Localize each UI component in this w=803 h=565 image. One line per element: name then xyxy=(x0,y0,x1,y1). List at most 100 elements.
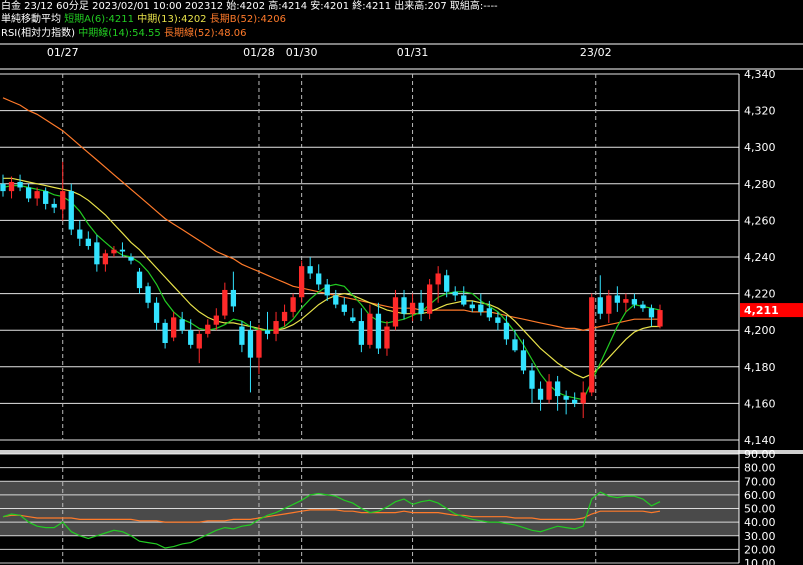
candle-body xyxy=(580,392,586,404)
candle-body xyxy=(623,299,629,303)
chart-header: 白金 23/12 60分足 2023/02/01 10:00 202312 始:… xyxy=(0,0,803,44)
candle-body xyxy=(563,396,569,400)
rsi-tick-label: 10.00 xyxy=(744,557,776,565)
candle-body xyxy=(171,317,177,338)
candle-body xyxy=(290,297,296,312)
price-tick-label: 4,140 xyxy=(744,434,776,447)
candle-body xyxy=(128,257,134,261)
rsi-tick-label: 40.00 xyxy=(744,516,776,529)
candle-body xyxy=(307,266,313,274)
date-tick-label: 01/30 xyxy=(286,46,318,59)
last-price-label: 4,211 xyxy=(744,304,779,317)
candle-body xyxy=(256,330,262,358)
candle-body xyxy=(572,399,578,404)
candle-body xyxy=(222,289,228,316)
price-tick-label: 4,240 xyxy=(744,251,776,264)
candle-body xyxy=(486,308,492,318)
rsi-mid-label: 中期線(14):54.55 xyxy=(78,28,161,39)
candle-body xyxy=(597,297,603,314)
candle-body xyxy=(469,304,475,309)
rsi-legend-title: RSI(相対力指数) xyxy=(1,28,76,39)
last-price-badge xyxy=(740,303,803,318)
candle-body xyxy=(409,302,416,314)
candle-body xyxy=(8,181,15,192)
candle-body xyxy=(392,297,399,327)
candle-body xyxy=(375,313,382,349)
candle-body xyxy=(34,191,40,199)
candle-body xyxy=(196,333,202,349)
candle-body xyxy=(452,291,458,296)
price-tick-label: 4,260 xyxy=(744,214,776,227)
candle-body xyxy=(136,271,143,289)
rsi-tick-label: 90.00 xyxy=(744,448,776,461)
rsi-tick-label: 30.00 xyxy=(744,530,776,543)
candle-body xyxy=(512,339,518,351)
price-tick-label: 4,340 xyxy=(744,68,776,81)
candle-body xyxy=(85,238,91,247)
candle-body xyxy=(520,350,527,371)
candle-body xyxy=(316,273,322,285)
candle-body xyxy=(546,381,552,400)
date-tick-label: 01/27 xyxy=(47,46,79,59)
candle-body xyxy=(341,304,347,312)
rsi-mid-line xyxy=(2,491,661,549)
candle-body xyxy=(298,266,305,298)
candle-body xyxy=(384,326,390,349)
candle-body xyxy=(153,302,160,323)
ma-long-label: 長期B(52):4206 xyxy=(209,14,286,25)
candle-body xyxy=(631,299,638,305)
ma-short-line xyxy=(2,185,661,401)
rsi-tick-label: 60.00 xyxy=(744,489,776,502)
candle-body xyxy=(273,321,279,334)
candle-body xyxy=(213,315,219,325)
candle-body xyxy=(614,295,620,303)
candle-body xyxy=(333,295,339,305)
candle-body xyxy=(102,253,109,265)
candle-body xyxy=(350,317,356,322)
candle-body xyxy=(119,249,126,252)
candle-body xyxy=(94,242,100,265)
candle-body xyxy=(478,304,484,312)
ma-mid-line xyxy=(3,177,660,379)
candle-body xyxy=(444,275,450,292)
rsi-tick-label: 80.00 xyxy=(744,462,776,475)
candle-body xyxy=(179,319,185,331)
date-tick-label: 01/28 xyxy=(243,46,275,59)
candle-body xyxy=(606,295,612,314)
rsi-legend: RSI(相対力指数) 中期線(14):54.55 長期線(52):48.06 xyxy=(1,27,247,40)
candle-body xyxy=(43,191,49,204)
candle-body xyxy=(60,191,66,210)
candle-body xyxy=(589,297,595,393)
quote-info-text: 白金 23/12 60分足 2023/02/01 10:00 202312 始:… xyxy=(1,1,498,12)
price-tick-label: 4,280 xyxy=(744,178,776,191)
price-tick-label: 4,160 xyxy=(744,397,776,410)
rsi-tick-label: 20.00 xyxy=(744,543,776,556)
candle-body xyxy=(435,273,441,285)
candle-body xyxy=(401,297,407,314)
candle-body xyxy=(230,289,237,307)
candle-body xyxy=(145,286,151,303)
rsi-tick-label: 70.00 xyxy=(744,475,776,488)
candle-body xyxy=(68,191,74,230)
candle-body xyxy=(264,330,271,334)
candle-body xyxy=(657,310,663,327)
date-tick-label: 23/02 xyxy=(580,46,612,59)
candle-body xyxy=(640,304,646,309)
candle-body xyxy=(188,330,194,345)
candle-body xyxy=(418,302,424,314)
date-tick-label: 01/31 xyxy=(397,46,429,59)
ma-mid-label: 中期(13):4202 xyxy=(137,14,207,25)
candle-body xyxy=(648,308,655,318)
rsi-long-label: 長期線(52):48.06 xyxy=(163,28,247,39)
candle-body xyxy=(205,324,211,334)
rsi-long-line xyxy=(2,509,661,523)
quote-info: 白金 23/12 60分足 2023/02/01 10:00 202312 始:… xyxy=(1,0,498,13)
candle-body xyxy=(25,187,32,199)
candle-body xyxy=(503,322,510,340)
candle-body xyxy=(367,313,373,345)
price-tick-label: 4,320 xyxy=(744,105,776,118)
candle-body xyxy=(162,322,168,344)
candle-body xyxy=(0,183,6,192)
rsi-tick-label: 50.00 xyxy=(744,503,776,516)
